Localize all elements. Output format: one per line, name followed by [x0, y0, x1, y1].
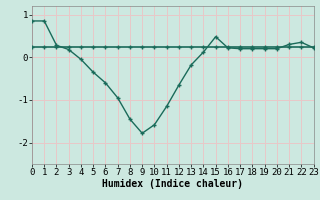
X-axis label: Humidex (Indice chaleur): Humidex (Indice chaleur)	[102, 179, 243, 189]
